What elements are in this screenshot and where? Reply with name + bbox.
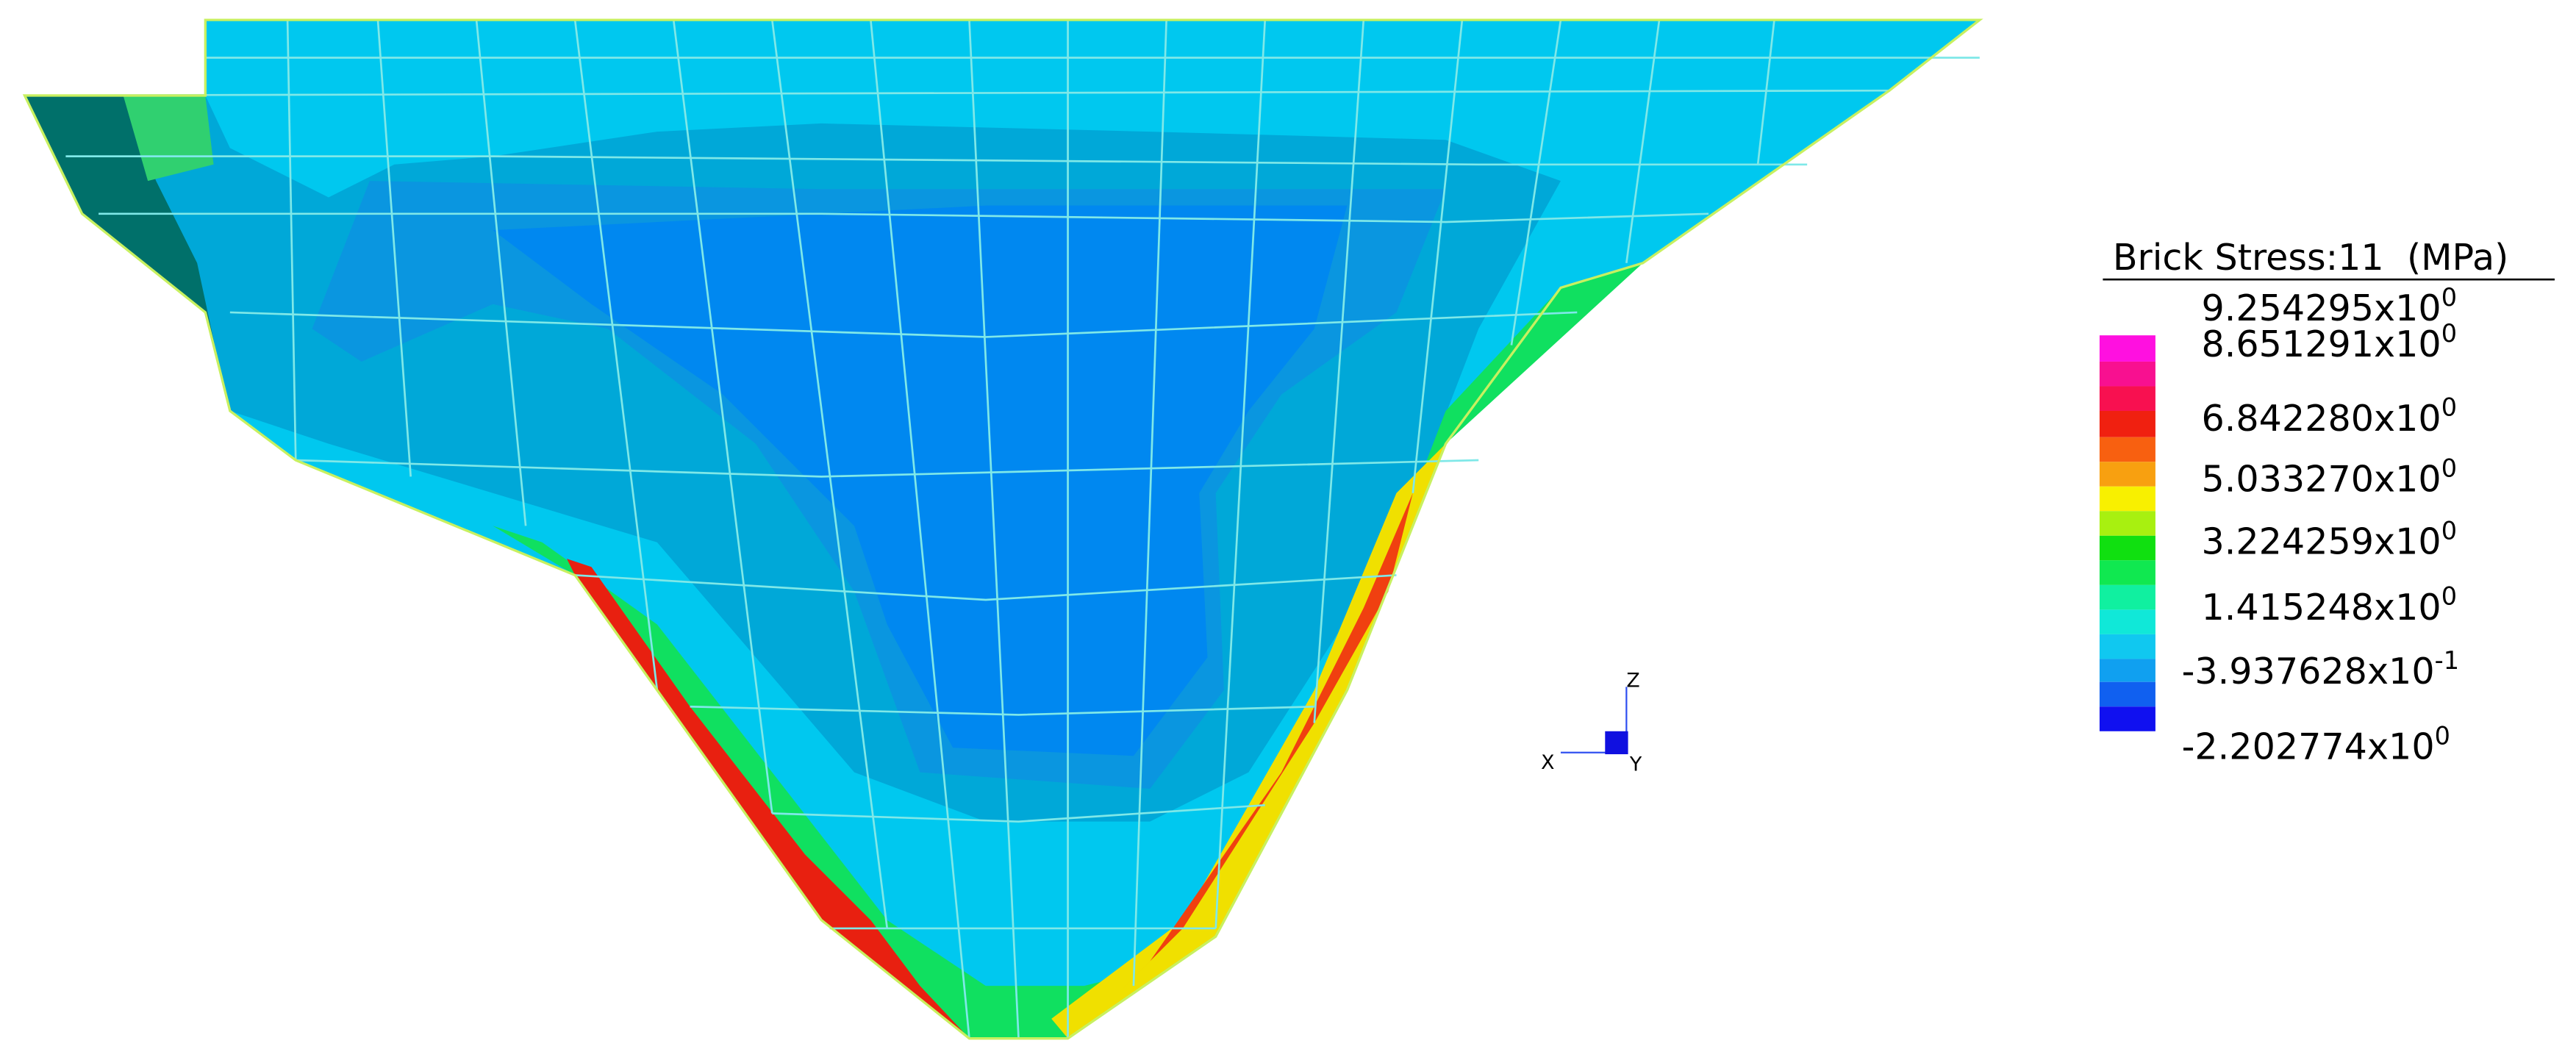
- color-band: [2099, 609, 2155, 634]
- legend-label-base: 6.842280x10: [2201, 397, 2441, 440]
- legend-label: 1.415248x100: [2201, 582, 2457, 629]
- legend-label: 5.033270x100: [2201, 454, 2457, 500]
- mesh-line: [1756, 19, 1775, 165]
- legend-label-exponent: 0: [2441, 516, 2457, 545]
- legend-label-base: 8.651291x10: [2201, 323, 2441, 365]
- model-outline: [22, 18, 1983, 1040]
- mesh-line: [65, 155, 1808, 166]
- contour-green-left: [493, 526, 1151, 1039]
- legend-label: 6.842280x100: [2201, 393, 2457, 440]
- legend-label: -3.937628x10-1: [2182, 646, 2459, 692]
- color-band: [2099, 634, 2155, 659]
- legend-label-base: 1.415248x10: [2201, 586, 2441, 629]
- legend: Brick Stress:11 (MPa) 9.254295x1008.6512…: [2099, 236, 2555, 768]
- legend-label-exponent: 0: [2441, 454, 2457, 482]
- color-band: [2099, 681, 2155, 707]
- mesh-line: [475, 19, 527, 526]
- mesh-line: [870, 19, 970, 1039]
- color-band: [2099, 462, 2155, 487]
- color-band: [2099, 584, 2155, 610]
- mesh-line: [968, 20, 1020, 1039]
- legend-label-base: 9.254295x10: [2201, 287, 2441, 329]
- contour-band-core: [493, 205, 1348, 756]
- color-bar: [2099, 335, 2155, 731]
- legend-label-exponent: 0: [2441, 393, 2457, 422]
- mesh-line: [573, 19, 659, 691]
- color-band: [2099, 659, 2155, 682]
- mesh-line: [672, 19, 773, 814]
- color-band: [2099, 410, 2155, 437]
- mesh-model: [22, 18, 1983, 1040]
- mesh-line: [1132, 20, 1167, 986]
- color-band: [2099, 486, 2155, 512]
- mesh-line: [1625, 19, 1661, 264]
- mesh-line: [1313, 20, 1365, 723]
- mesh-line: [1412, 19, 1464, 493]
- legend-label-base: -2.202774x10: [2182, 726, 2435, 768]
- legend-title: Brick Stress:11 (MPa): [2113, 236, 2508, 279]
- color-band: [2099, 511, 2155, 536]
- mesh-line: [296, 459, 1479, 478]
- triad-y-axis: [1605, 731, 1628, 755]
- legend-label-exponent: 0: [2441, 283, 2457, 312]
- mesh-line: [286, 20, 297, 461]
- legend-label-base: 5.033270x10: [2201, 457, 2441, 500]
- contour-red: [566, 559, 970, 1039]
- contour-green-top: [123, 95, 214, 182]
- mesh-line: [99, 212, 1709, 223]
- contour-yellow: [1051, 443, 1446, 1039]
- legend-label: 3.224259x100: [2201, 516, 2457, 562]
- legend-label-base: -3.937628x10: [2182, 650, 2435, 692]
- color-band: [2099, 335, 2155, 362]
- legend-label-exponent: -1: [2435, 646, 2459, 675]
- mesh-line: [1214, 20, 1267, 928]
- legend-label-exponent: 0: [2441, 319, 2457, 348]
- triad-z-label: Z: [1626, 669, 1639, 692]
- legend-label: -2.202774x100: [2182, 722, 2450, 768]
- color-band: [2099, 535, 2155, 561]
- color-band: [2099, 386, 2155, 411]
- mesh-line: [690, 705, 1314, 716]
- legend-labels: 9.254295x1008.651291x1006.842280x1005.03…: [2182, 283, 2459, 768]
- legend-label-exponent: 0: [2441, 582, 2457, 611]
- legend-label: 8.651291x100: [2201, 319, 2457, 365]
- triad-y-label: Y: [1629, 753, 1642, 776]
- mesh-line: [770, 19, 889, 929]
- mesh-line: [376, 20, 412, 477]
- color-band: [2099, 706, 2155, 731]
- mesh-line: [229, 311, 1578, 338]
- color-band: [2099, 437, 2155, 462]
- axis-triad: Z X Y: [1541, 669, 1642, 776]
- color-band: [2099, 560, 2155, 585]
- legend-label: 9.254295x100: [2201, 283, 2457, 329]
- mesh-lines: [24, 19, 1980, 1039]
- mesh-line: [1510, 19, 1562, 345]
- mesh-line: [575, 574, 1397, 601]
- contour-dark-left: [24, 95, 222, 379]
- triad-x-label: X: [1541, 751, 1554, 774]
- mesh-line: [24, 89, 1889, 97]
- legend-label-exponent: 0: [2435, 722, 2450, 751]
- legend-label-base: 3.224259x10: [2201, 520, 2441, 562]
- color-band: [2099, 361, 2155, 387]
- mesh-line: [772, 803, 1265, 823]
